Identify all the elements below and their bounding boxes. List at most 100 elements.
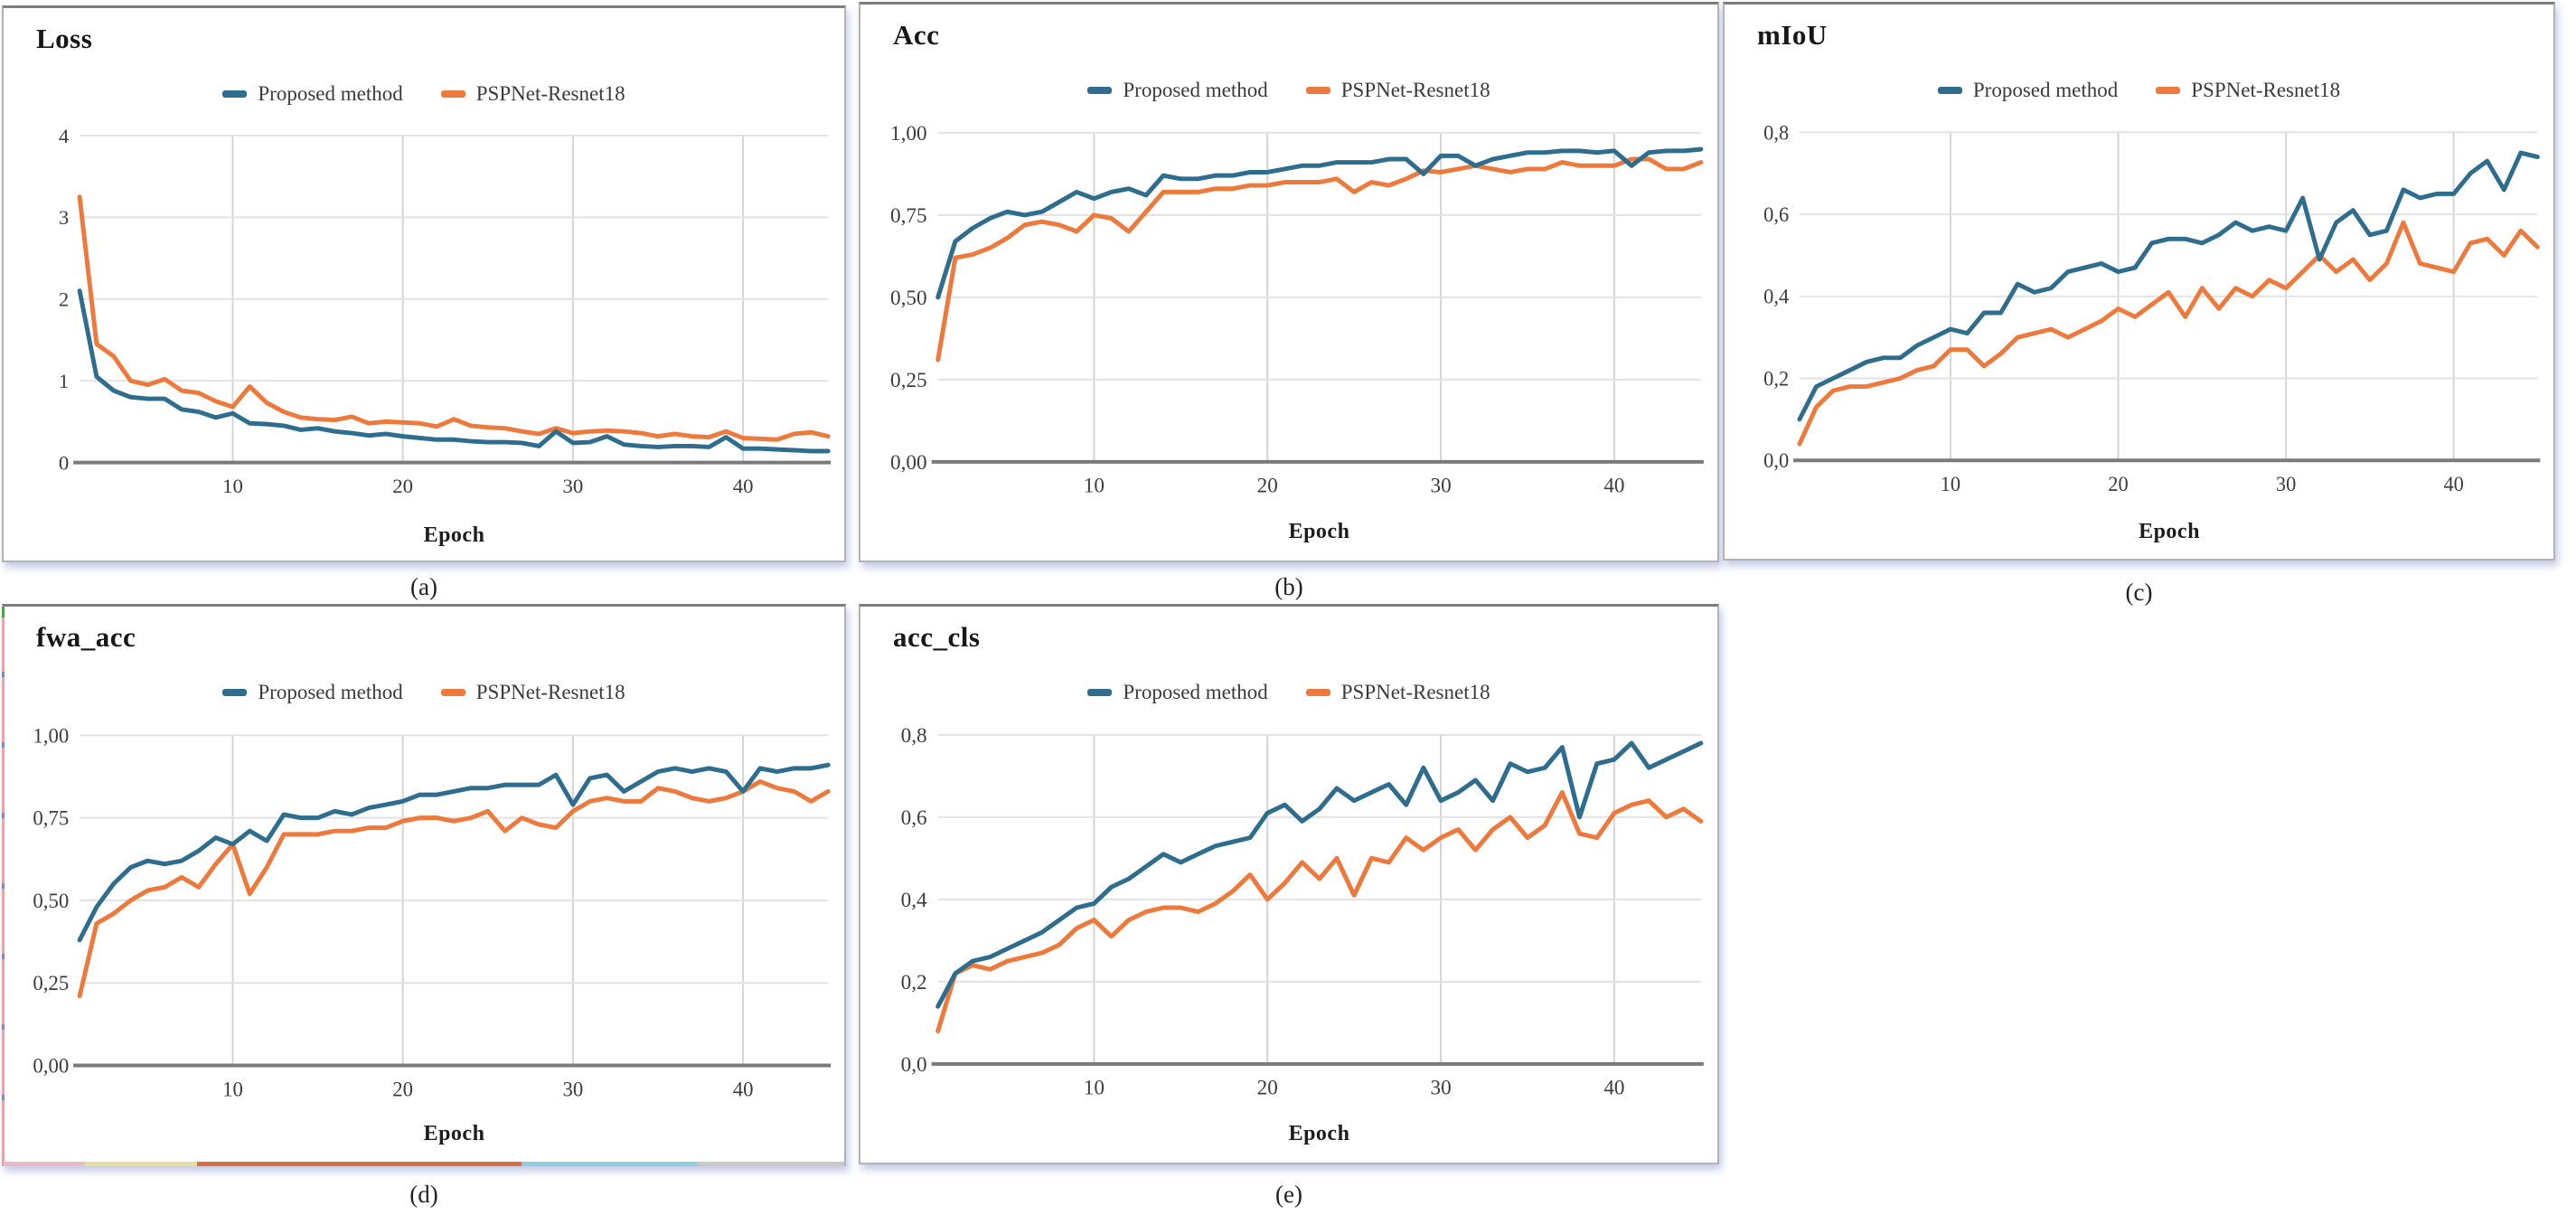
legend-label: Proposed method	[1123, 79, 1268, 101]
x-axis-title: Epoch	[1288, 1122, 1350, 1145]
legend: Proposed method PSPNet-Resnet18	[4, 681, 844, 704]
legend-marker-pspnet-icon	[1305, 689, 1330, 696]
miou-chart-canvas: 0,8 0,6 0,4 0,2 0,0 10 20 30 40	[1763, 121, 2541, 495]
legend-item-proposed: Proposed method	[1087, 79, 1268, 102]
x-tick-label: 20	[1257, 1077, 1278, 1099]
y-tick-label: 0,4	[901, 889, 927, 911]
legend: Proposed method PSPNet-Resnet18	[860, 681, 1717, 704]
legend-item-proposed: Proposed method	[222, 681, 403, 704]
subfigure-label-d: (d)	[409, 1181, 438, 1208]
legend-marker-pspnet-icon	[1305, 87, 1330, 94]
y-tick-label: 0,8	[901, 724, 927, 747]
y-tick-label: 0,00	[33, 1054, 69, 1077]
series-line-pspnet-resnet18	[935, 790, 1704, 1033]
chart-panel-acc-cls: 0,8 0,6 0,4 0,2 0,0 10 20 30 40 acc_cls Proposed…	[859, 604, 1719, 1164]
legend-item-pspnet: PSPNet-Resnet18	[2156, 79, 2340, 102]
x-tick-label: 40	[733, 1078, 754, 1100]
x-axis-title: Epoch	[423, 1122, 485, 1145]
legend-marker-proposed-icon	[1937, 87, 1962, 94]
x-tick-label: 30	[563, 1078, 584, 1100]
series-line-proposed-method	[77, 288, 831, 454]
y-tick-label: 0	[59, 452, 69, 475]
series-line-pspnet-resnet18	[1797, 220, 2540, 447]
screenshot-artifact-strip-segment	[521, 1162, 697, 1166]
x-tick-label: 10	[1084, 475, 1105, 497]
legend-item-proposed: Proposed method	[1087, 681, 1268, 704]
chart-title: Loss	[36, 23, 93, 54]
chart-panel-loss: 4 3 2 1 0 10 20 30 40 Loss Proposed method PSPNe…	[2, 5, 846, 562]
y-tick-label: 0,0	[901, 1053, 927, 1076]
series-line-proposed-method	[935, 146, 1704, 300]
series-line-proposed-method	[77, 762, 831, 943]
x-tick-label: 10	[1941, 473, 1960, 495]
subfigure-label-e: (e)	[1275, 1181, 1302, 1208]
legend-label: Proposed method	[1972, 79, 2119, 101]
y-tick-label: 0,2	[1763, 367, 1789, 390]
legend-label: PSPNet-Resnet18	[2191, 79, 2341, 101]
x-tick-label: 10	[222, 1078, 243, 1100]
legend-label: Proposed method	[258, 681, 403, 703]
screenshot-artifact-left-edge	[2, 607, 5, 1164]
chart-panel-acc: 1,00 0,75 0,50 0,25 0,00 10 20 30 40 Acc Propose…	[859, 2, 1719, 562]
y-tick-label: 0,25	[890, 369, 927, 391]
legend-label: Proposed method	[1123, 681, 1268, 703]
series-line-proposed-method	[1797, 150, 2540, 422]
legend-item-pspnet: PSPNet-Resnet18	[1305, 79, 1490, 102]
legend-marker-pspnet-icon	[440, 689, 465, 696]
y-tick-label: 0,75	[33, 807, 69, 830]
legend-marker-pspnet-icon	[2156, 87, 2181, 94]
x-axis-title: Epoch	[423, 523, 485, 547]
y-tick-label: 0,50	[33, 890, 69, 912]
y-tick-label: 2	[59, 288, 69, 311]
y-tick-label: 1,00	[890, 122, 927, 145]
screenshot-artifact-strip-segment	[84, 1162, 198, 1166]
screenshot-artifact-color-strip	[4, 1162, 844, 1166]
screenshot-artifact-strip-segment	[197, 1162, 522, 1166]
screenshot-artifact-strip-segment	[4, 1162, 85, 1166]
chart-title: mIoU	[1757, 19, 1828, 51]
subfigure-label-b: (b)	[1274, 573, 1303, 600]
acc-chart-canvas: 1,00 0,75 0,50 0,25 0,00 10 20 30 40	[890, 122, 1704, 497]
y-tick-label: 1,00	[33, 724, 69, 747]
chart-panel-fwa-acc: 1,00 0,75 0,50 0,25 0,00 10 20 30 40 fwa_acc Pro…	[2, 604, 846, 1166]
x-tick-label: 40	[733, 475, 754, 497]
y-tick-label: 0,4	[1763, 286, 1789, 308]
legend-label: PSPNet-Resnet18	[1340, 79, 1490, 101]
x-tick-label: 30	[2276, 473, 2296, 495]
y-tick-label: 0,50	[890, 287, 927, 309]
y-tick-label: 0,00	[890, 451, 927, 474]
x-tick-label: 20	[1257, 475, 1278, 497]
legend-label: PSPNet-Resnet18	[475, 681, 625, 703]
legend-item-proposed: Proposed method	[1937, 79, 2119, 102]
legend: Proposed method PSPNet-Resnet18	[1725, 79, 2553, 102]
y-tick-label: 0,25	[33, 972, 69, 994]
legend-marker-proposed-icon	[1087, 87, 1113, 94]
screenshot-artifact-strip-segment	[696, 1162, 844, 1166]
y-tick-label: 4	[59, 125, 69, 147]
y-tick-label: 0,0	[1763, 449, 1789, 472]
chart-title: acc_cls	[893, 621, 981, 653]
y-tick-label: 0,6	[901, 806, 927, 829]
screenshot-artifact-green-mark	[2, 607, 5, 617]
x-tick-label: 30	[1430, 1077, 1451, 1099]
series-line-pspnet-resnet18	[77, 778, 831, 999]
x-tick-label: 40	[2443, 473, 2463, 495]
legend-item-pspnet: PSPNet-Resnet18	[440, 681, 625, 704]
fwa-acc-chart-canvas: 1,00 0,75 0,50 0,25 0,00 10 20 30 40	[33, 724, 832, 1100]
x-tick-label: 40	[1603, 475, 1624, 497]
x-tick-label: 10	[222, 475, 243, 497]
legend-item-pspnet: PSPNet-Resnet18	[1305, 681, 1490, 704]
legend-label: Proposed method	[258, 82, 403, 105]
legend-marker-proposed-icon	[222, 689, 248, 696]
legend: Proposed method PSPNet-Resnet18	[860, 79, 1717, 102]
y-tick-label: 0,2	[901, 971, 927, 994]
subfigure-label-c: (c)	[2125, 579, 2153, 606]
x-axis-title: Epoch	[2139, 520, 2200, 543]
legend-marker-proposed-icon	[222, 90, 248, 98]
legend-label: PSPNet-Resnet18	[475, 82, 625, 105]
legend-marker-proposed-icon	[1087, 689, 1113, 696]
x-tick-label: 30	[563, 475, 584, 497]
legend-item-pspnet: PSPNet-Resnet18	[440, 82, 625, 106]
series-line-pspnet-resnet18	[935, 156, 1704, 363]
